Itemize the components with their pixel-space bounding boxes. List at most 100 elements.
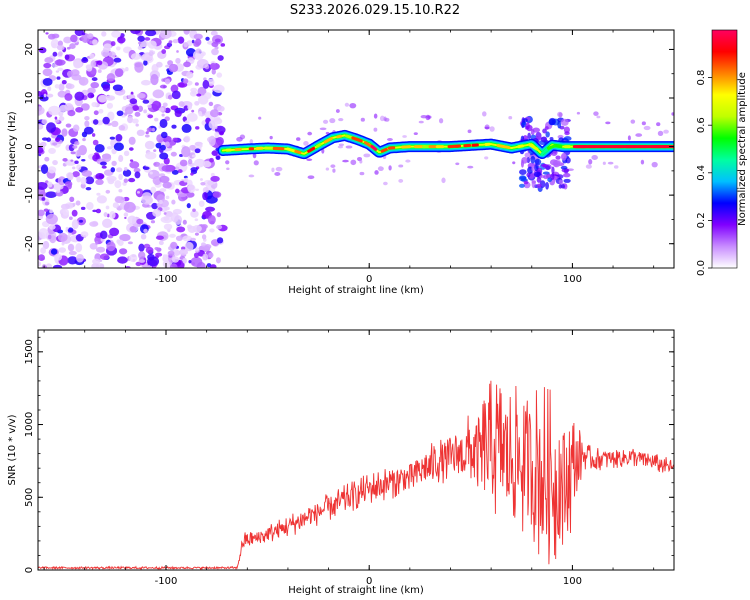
turbulent-speckle: [518, 175, 527, 182]
noise-speckle: [66, 70, 74, 78]
noise-speckle: [175, 188, 180, 194]
snr-y-ticks: 0 500 1000 1500: [24, 336, 674, 573]
noise-speckle: [183, 30, 190, 35]
noise-speckle: [175, 235, 183, 242]
noise-speckle: [209, 228, 215, 233]
noise-speckle: [82, 138, 86, 142]
noise-speckle: [86, 64, 93, 72]
noise-speckle: [60, 203, 70, 210]
signal-scatter: [613, 165, 619, 169]
ridge-core: [546, 144, 558, 150]
noise-speckle: [161, 165, 173, 172]
noise-speckle: [98, 108, 104, 114]
noise-speckle: [216, 212, 222, 218]
noise-speckle: [117, 256, 128, 264]
noise-speckle: [207, 78, 215, 86]
noise-speckle: [167, 94, 173, 100]
noise-speckle: [56, 189, 61, 193]
noise-speckle: [38, 209, 45, 217]
noise-speckle: [117, 36, 126, 44]
noise-speckle: [72, 145, 78, 149]
noise-speckle: [45, 191, 57, 198]
noise-speckle: [155, 235, 164, 240]
turbulent-speckle: [542, 128, 547, 134]
signal-scatter: [420, 114, 428, 119]
noise-speckle: [190, 172, 194, 176]
turbulent-speckle: [522, 118, 528, 123]
noise-speckle: [44, 57, 54, 64]
signal-scatter: [379, 115, 385, 122]
noise-speckle: [47, 86, 52, 92]
noise-speckle: [149, 171, 153, 175]
noise-speckle: [192, 225, 202, 233]
noise-speckle: [210, 172, 215, 177]
noise-speckle: [95, 179, 104, 186]
signal-scatter: [402, 135, 407, 138]
noise-speckle: [196, 58, 209, 69]
colorbar-tick-label: 0.0: [696, 260, 707, 276]
colorbar-tick-label: 0.8: [696, 70, 707, 86]
turbulent-speckle: [526, 156, 531, 164]
signal-scatter: [307, 175, 315, 180]
noise-speckle: [134, 111, 141, 117]
signal-scatter: [226, 167, 230, 171]
noise-speckle: [74, 30, 84, 37]
noise-speckle: [147, 104, 152, 109]
y-tick-label: -10: [24, 187, 35, 203]
noise-speckle: [72, 171, 80, 178]
noise-speckle: [75, 200, 81, 206]
noise-speckle: [81, 32, 86, 36]
noise-speckle: [111, 30, 121, 38]
noise-speckle: [127, 115, 134, 124]
noise-speckle: [171, 169, 179, 175]
noise-speckle: [89, 53, 95, 59]
snr-x-ticks: -100 0 100: [43, 330, 655, 587]
noise-speckle: [70, 34, 78, 43]
noise-speckle: [166, 42, 173, 48]
noise-speckle: [102, 116, 110, 125]
signal-scatter: [252, 153, 257, 159]
noise-speckle: [190, 237, 196, 242]
noise-speckle: [101, 218, 113, 228]
noise-speckle: [163, 216, 170, 221]
signal-scatter: [671, 112, 674, 116]
noise-speckle: [198, 200, 205, 207]
noise-speckle: [75, 107, 84, 113]
noise-speckle: [103, 212, 108, 218]
noise-speckle: [187, 158, 193, 165]
noise-speckle: [137, 45, 143, 51]
noise-speckle: [70, 151, 76, 155]
noise-speckle: [158, 199, 163, 205]
signal-scatter: [388, 165, 392, 171]
noise-speckle: [49, 224, 56, 230]
noise-speckle: [150, 186, 157, 194]
noise-speckle: [70, 159, 74, 162]
turbulent-speckle: [523, 180, 529, 185]
noise-speckle: [92, 139, 99, 146]
noise-speckle: [202, 187, 209, 194]
noise-speckle: [140, 79, 151, 86]
ridge-core: [323, 136, 334, 144]
noise-speckle: [140, 233, 147, 240]
noise-speckle: [184, 241, 194, 252]
turbulent-speckle: [526, 172, 531, 178]
noise-speckle: [191, 154, 196, 158]
noise-speckle: [67, 109, 76, 117]
noise-speckle: [186, 71, 194, 79]
noise-speckle: [159, 118, 168, 129]
snr-frame: [37, 329, 675, 571]
noise-speckle: [128, 147, 134, 151]
noise-speckle: [208, 252, 214, 258]
noise-speckle: [174, 215, 183, 225]
noise-speckle: [64, 103, 74, 111]
noise-speckle: [164, 206, 170, 211]
noise-speckle: [41, 119, 48, 125]
colorbar-frame: [711, 29, 738, 269]
noise-speckle: [50, 248, 58, 255]
noise-speckle: [95, 240, 99, 245]
noise-speckle: [106, 102, 114, 109]
turbulent-speckle: [558, 179, 564, 185]
noise-speckle: [147, 40, 157, 49]
ridge-core: [294, 149, 302, 155]
